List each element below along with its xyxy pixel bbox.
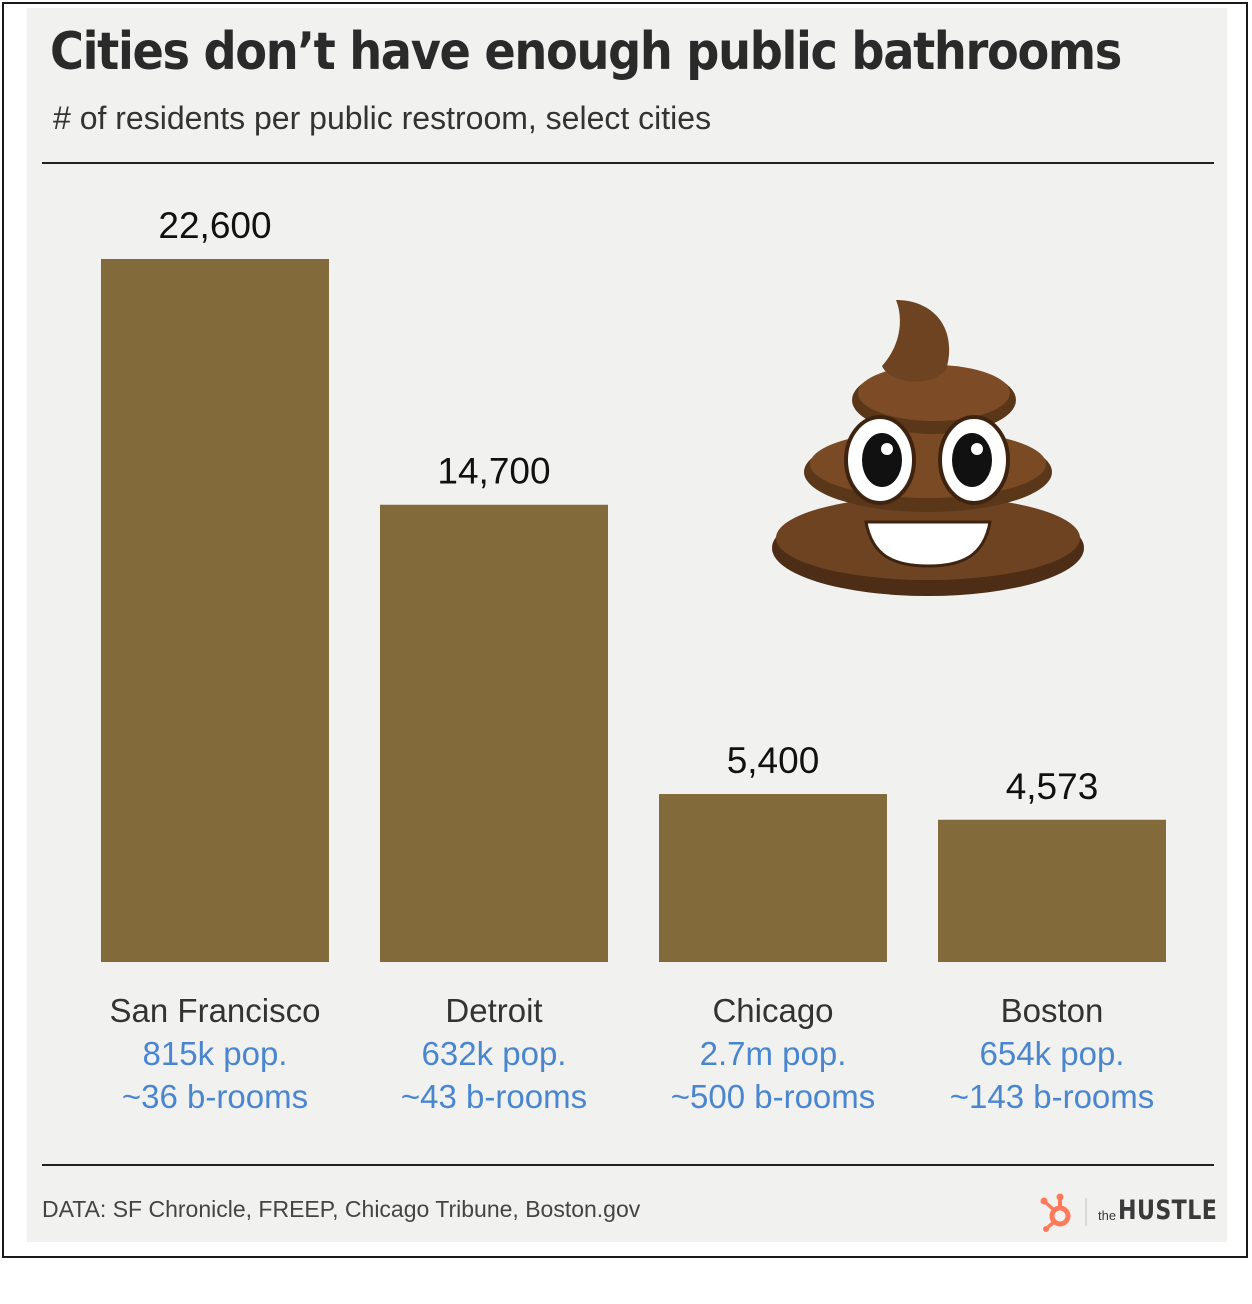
value-label-san-francisco: 22,600 <box>158 205 271 246</box>
brand-name: HUSTLE <box>1118 1195 1218 1226</box>
bathroom-count-label-boston: ~143 b-rooms <box>950 1078 1155 1115</box>
population-label-chicago: 2.7m pop. <box>700 1035 847 1072</box>
brand-divider <box>1085 1198 1087 1226</box>
bathroom-count-label-chicago: ~500 b-rooms <box>671 1078 876 1115</box>
value-label-detroit: 14,700 <box>437 451 550 492</box>
population-label-san-francisco: 815k pop. <box>143 1035 288 1072</box>
brand-logo: the HUSTLE <box>1036 1190 1218 1234</box>
hubspot-sprocket-icon <box>1040 1193 1071 1232</box>
brand-prefix: the <box>1098 1208 1117 1223</box>
bathroom-count-label-detroit: ~43 b-rooms <box>401 1078 587 1115</box>
chart-title: Cities don’t have enough public bathroom… <box>50 22 1122 82</box>
bar-detroit <box>380 504 608 962</box>
labels-layer: 22,600 San Francisco 815k pop. ~36 b-rooms 1… <box>110 205 1155 1115</box>
bars-layer <box>101 259 1166 962</box>
bar-chicago <box>659 794 887 962</box>
chart-subtitle: # of residents per public restroom, sele… <box>53 100 712 136</box>
pile-of-poo-emoji-icon <box>772 300 1084 596</box>
category-label-detroit: Detroit <box>445 992 542 1029</box>
category-label-boston: Boston <box>1001 992 1104 1029</box>
population-label-detroit: 632k pop. <box>422 1035 567 1072</box>
category-label-chicago: Chicago <box>712 992 833 1029</box>
bathroom-count-label-san-francisco: ~36 b-rooms <box>122 1078 308 1115</box>
bar-boston <box>938 819 1166 962</box>
value-label-boston: 4,573 <box>1006 766 1099 807</box>
top-divider <box>42 162 1214 164</box>
data-source-note: DATA: SF Chronicle, FREEP, Chicago Tribu… <box>42 1196 641 1222</box>
population-label-boston: 654k pop. <box>980 1035 1125 1072</box>
bottom-divider <box>42 1164 1214 1166</box>
bar-san-francisco <box>101 259 329 962</box>
category-label-san-francisco: San Francisco <box>110 992 321 1029</box>
value-label-chicago: 5,400 <box>727 740 820 781</box>
